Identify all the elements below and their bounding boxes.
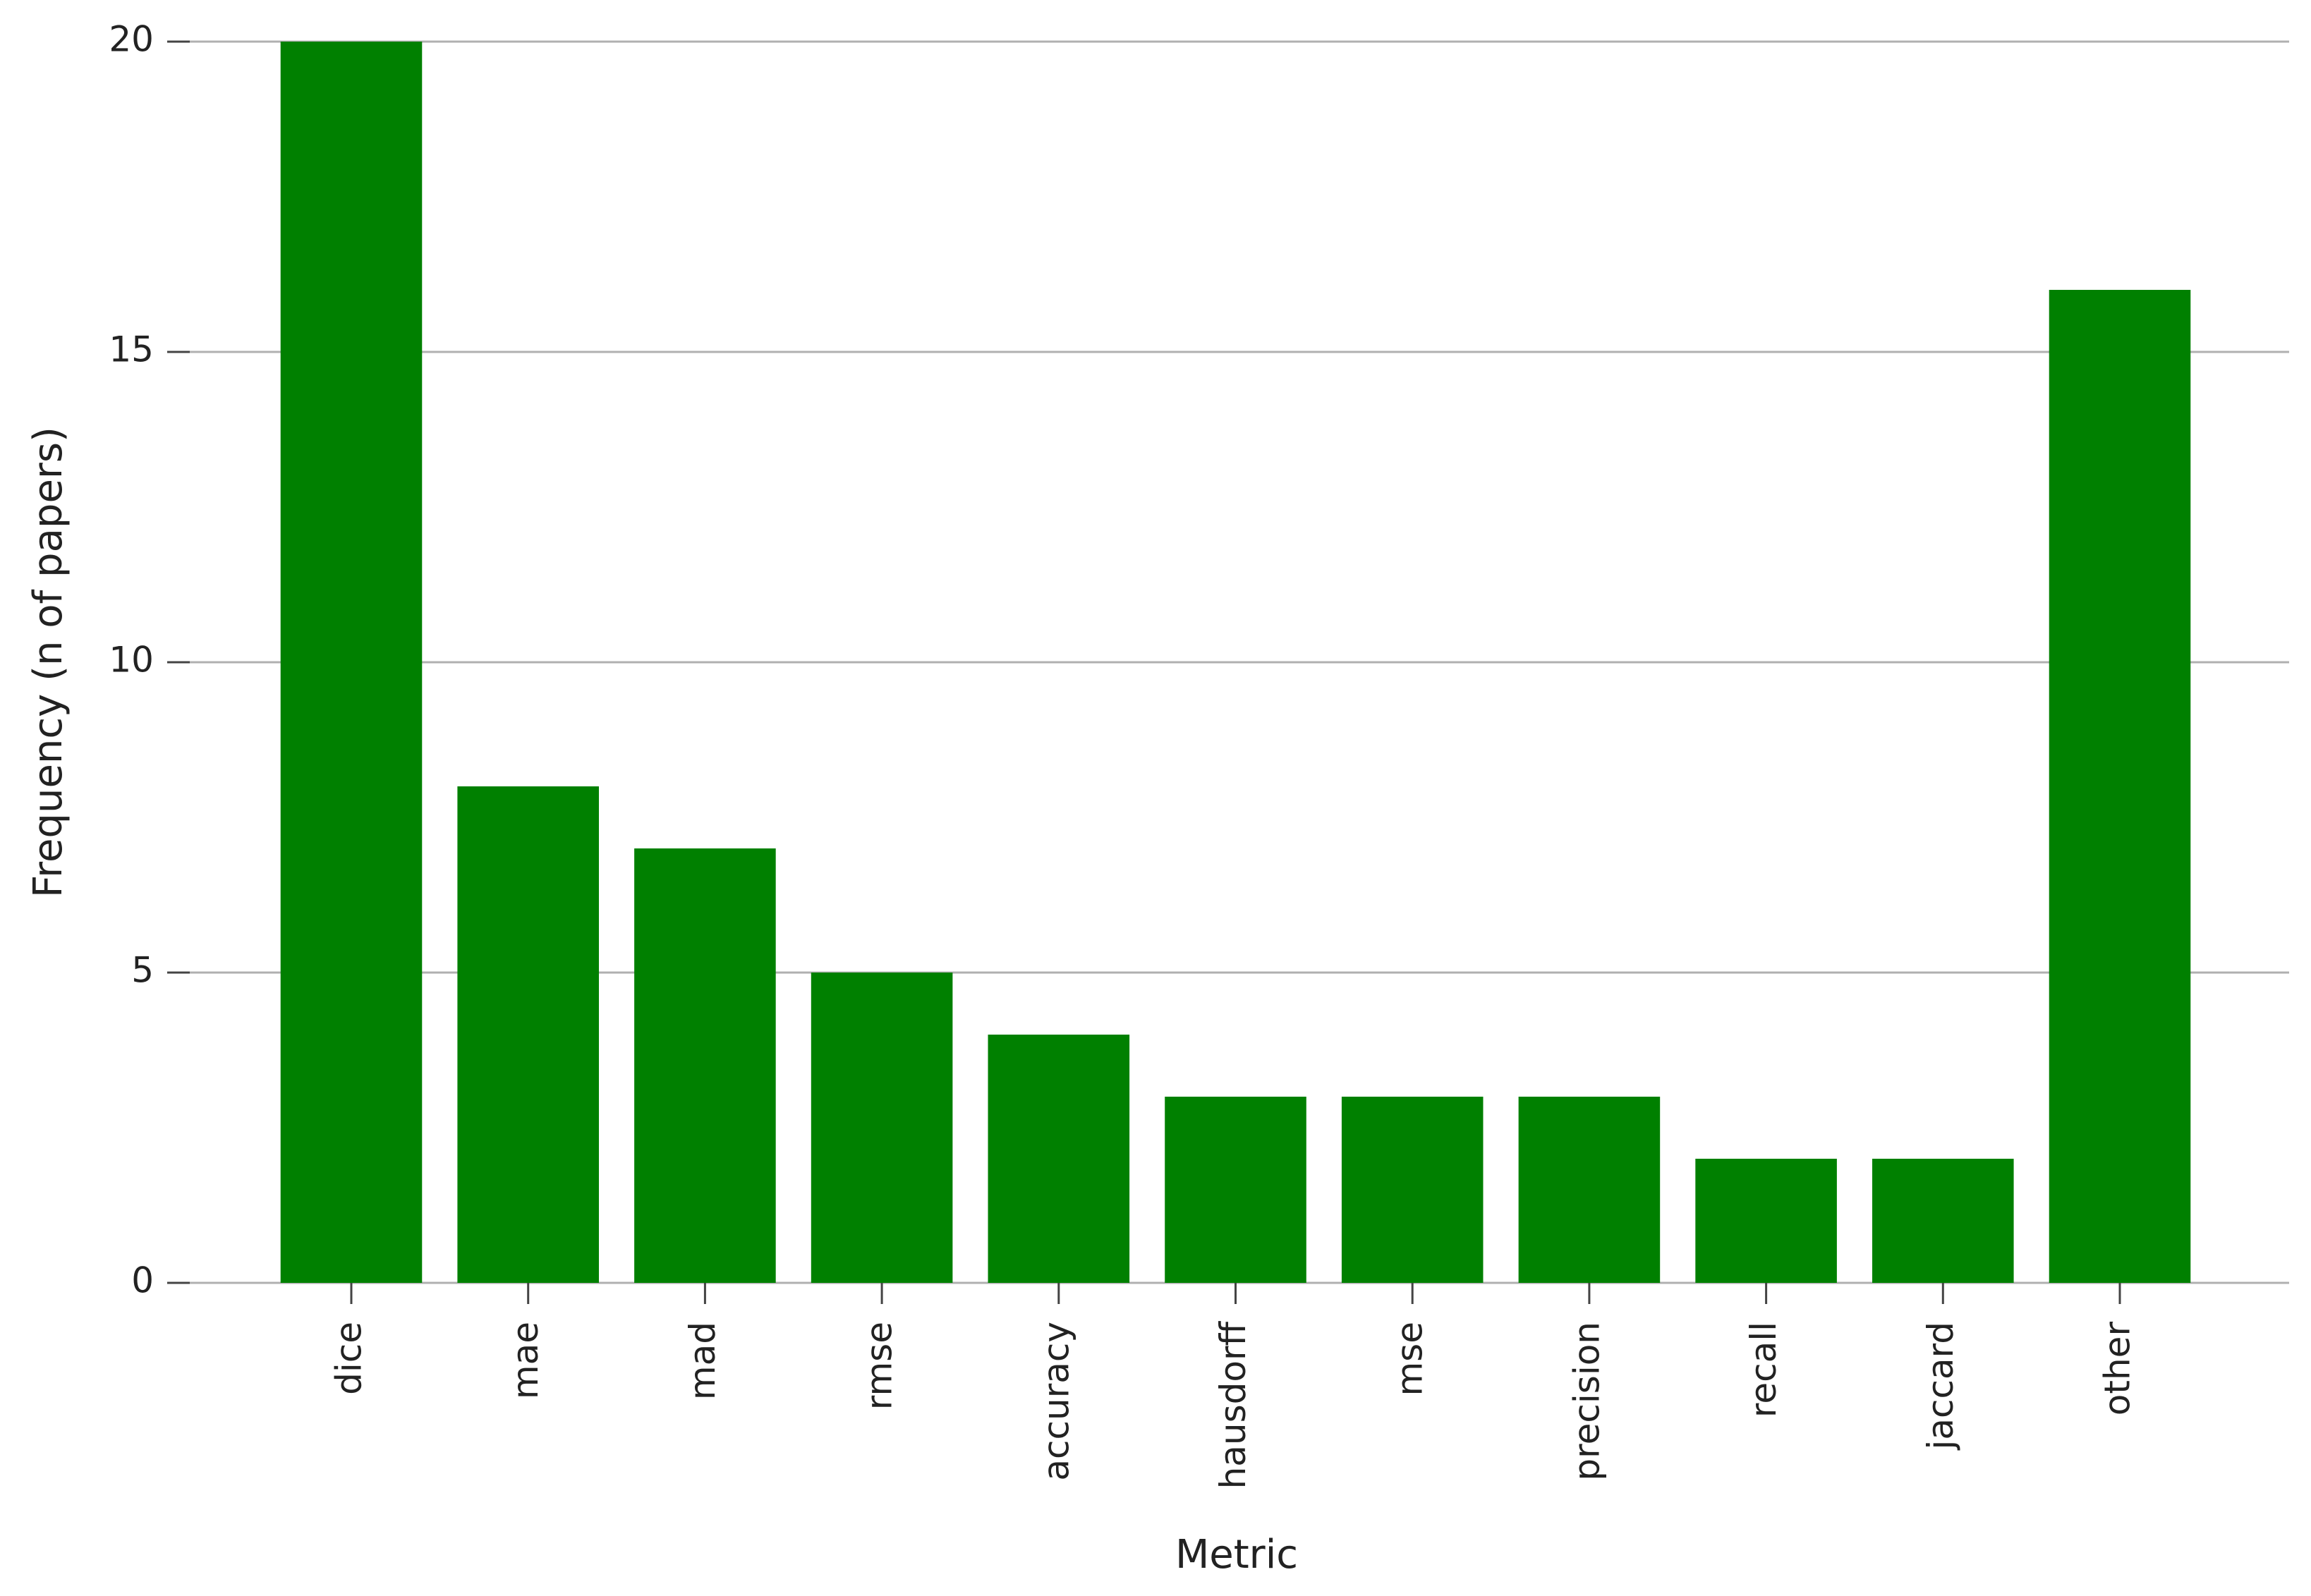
bar: [1165, 1097, 1306, 1283]
bar: [1695, 1159, 1837, 1283]
x-tick-label: mse: [1390, 1322, 1431, 1396]
bar: [457, 786, 599, 1283]
y-tick-label: 20: [109, 19, 154, 60]
x-axis-label: Metric: [1175, 1532, 1298, 1578]
x-tick-label: mad: [682, 1322, 723, 1400]
bar: [280, 42, 423, 1283]
x-tick-label: other: [2097, 1322, 2138, 1416]
bar: [2049, 290, 2191, 1283]
x-tick-label: jaccard: [1920, 1322, 1961, 1451]
bar: [634, 848, 776, 1283]
bar: [1872, 1159, 2014, 1283]
bar: [988, 1035, 1130, 1283]
y-tick-label: 15: [109, 329, 154, 370]
bar: [1518, 1097, 1661, 1283]
x-tick-label: recall: [1743, 1322, 1784, 1418]
x-tick-label: mae: [505, 1322, 546, 1399]
x-tick-label: accuracy: [1036, 1322, 1076, 1481]
bar: [1341, 1097, 1484, 1283]
x-tick-label: dice: [329, 1322, 370, 1395]
bar: [811, 973, 953, 1283]
y-tick-label: 5: [131, 950, 154, 991]
y-tick-label: 0: [131, 1260, 154, 1301]
x-tick-label: rmse: [859, 1322, 900, 1410]
y-tick-label: 10: [109, 640, 154, 681]
x-tick-label: hausdorff: [1213, 1320, 1254, 1489]
y-axis-label: Frequency (n of papers): [25, 427, 71, 898]
x-tick-label: precision: [1566, 1322, 1607, 1481]
